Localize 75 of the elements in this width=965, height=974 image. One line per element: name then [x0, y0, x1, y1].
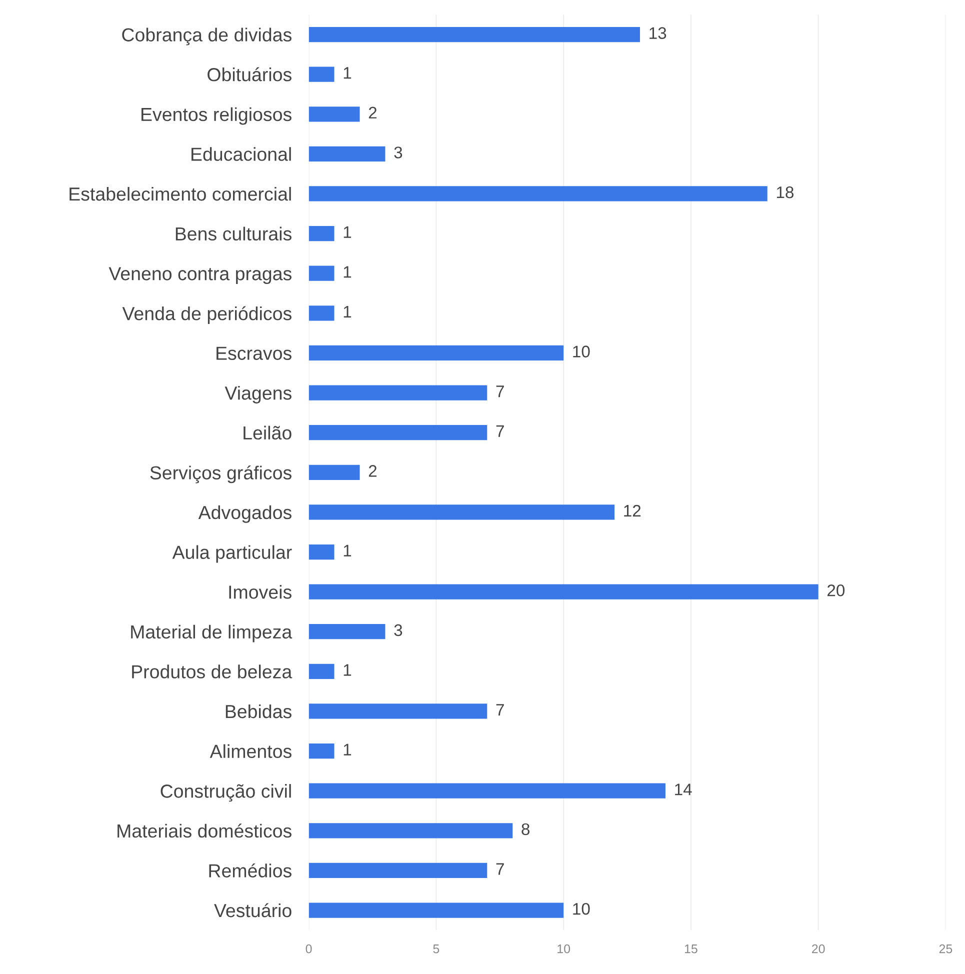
data-label: 7: [496, 425, 504, 437]
bar: [308, 106, 360, 122]
data-label: 1: [344, 544, 352, 556]
y-tick-label: Construção civil: [160, 784, 291, 802]
data-label: 14: [675, 784, 692, 796]
bar: [308, 743, 334, 759]
y-tick-label: Veneno contra pragas: [108, 267, 292, 284]
y-tick-label: Imoveis: [229, 585, 292, 599]
y-tick-label: Obituários: [208, 67, 292, 82]
y-tick-label: Leilão: [244, 426, 292, 440]
bar: [308, 66, 334, 82]
data-label: 10: [573, 346, 590, 358]
data-label: 7: [496, 704, 504, 716]
data-label: 1: [344, 664, 352, 676]
data-label: 10: [573, 902, 590, 915]
bar: [308, 902, 564, 918]
data-label: 12: [624, 504, 641, 517]
x-tick-label: 20: [812, 944, 825, 954]
bar: [308, 266, 334, 281]
y-tick-label: Bens culturais: [176, 226, 292, 241]
y-tick-label: Aula particular: [172, 545, 292, 563]
data-label: 1: [344, 744, 352, 756]
bar: [308, 345, 564, 361]
bar: [308, 664, 334, 679]
data-label: 1: [344, 67, 352, 79]
bar: [308, 425, 488, 440]
bar: [308, 584, 818, 600]
bar: [308, 544, 334, 560]
y-tick-label: Viagens: [224, 386, 292, 404]
data-label: 2: [368, 106, 377, 118]
bar: [308, 226, 334, 242]
y-tick-label: Eventos religiosos: [142, 107, 292, 125]
bar: [308, 186, 768, 202]
y-tick-label: Cobrança de dividas: [122, 28, 292, 46]
data-label: 2: [368, 465, 377, 477]
y-tick-label: Remédios: [209, 863, 292, 878]
x-tick-label: 10: [558, 944, 570, 954]
data-label: 1: [344, 266, 352, 278]
data-label: 1: [344, 306, 352, 318]
y-tick-label: Serviços gráficos: [150, 465, 292, 484]
x-tick-label: 5: [433, 944, 440, 954]
bar: [308, 385, 488, 400]
bar: [308, 704, 488, 719]
y-tick-label: Advogados: [198, 505, 292, 523]
data-label: 3: [394, 624, 402, 636]
data-label: 20: [827, 584, 845, 596]
x-tick-label: 15: [684, 944, 698, 954]
y-tick-label: Materiais domésticos: [118, 824, 292, 838]
bar: [308, 783, 666, 798]
data-label: 13: [650, 27, 666, 39]
x-tick-label: 25: [939, 944, 952, 954]
data-label: 18: [776, 186, 794, 198]
y-tick-label: Vestuário: [214, 903, 292, 918]
data-label: 3: [394, 146, 402, 158]
bar: [308, 146, 386, 162]
y-tick-label: Produtos de beleza: [132, 664, 292, 678]
bar: [308, 823, 513, 838]
data-label: 7: [496, 386, 504, 398]
y-tick-label: Alimentos: [210, 744, 292, 758]
data-label: 1: [344, 226, 352, 238]
bar: [308, 862, 488, 878]
y-tick-label: Estabelecimento comercial: [70, 186, 291, 201]
data-label: 7: [496, 863, 504, 875]
bar: [308, 306, 334, 321]
y-tick-label: Bebidas: [226, 704, 292, 718]
bar: [308, 624, 386, 640]
bar: [308, 504, 615, 520]
bar: [308, 464, 360, 480]
bar: [308, 26, 640, 42]
y-tick-label: Material de limpeza: [131, 624, 292, 642]
data-label: 8: [522, 823, 530, 836]
y-tick-label: Escravos: [216, 346, 292, 360]
y-tick-label: Venda de periódicos: [122, 306, 292, 324]
y-tick-label: Educacional: [192, 147, 291, 161]
x-tick-label: 0: [306, 944, 312, 954]
